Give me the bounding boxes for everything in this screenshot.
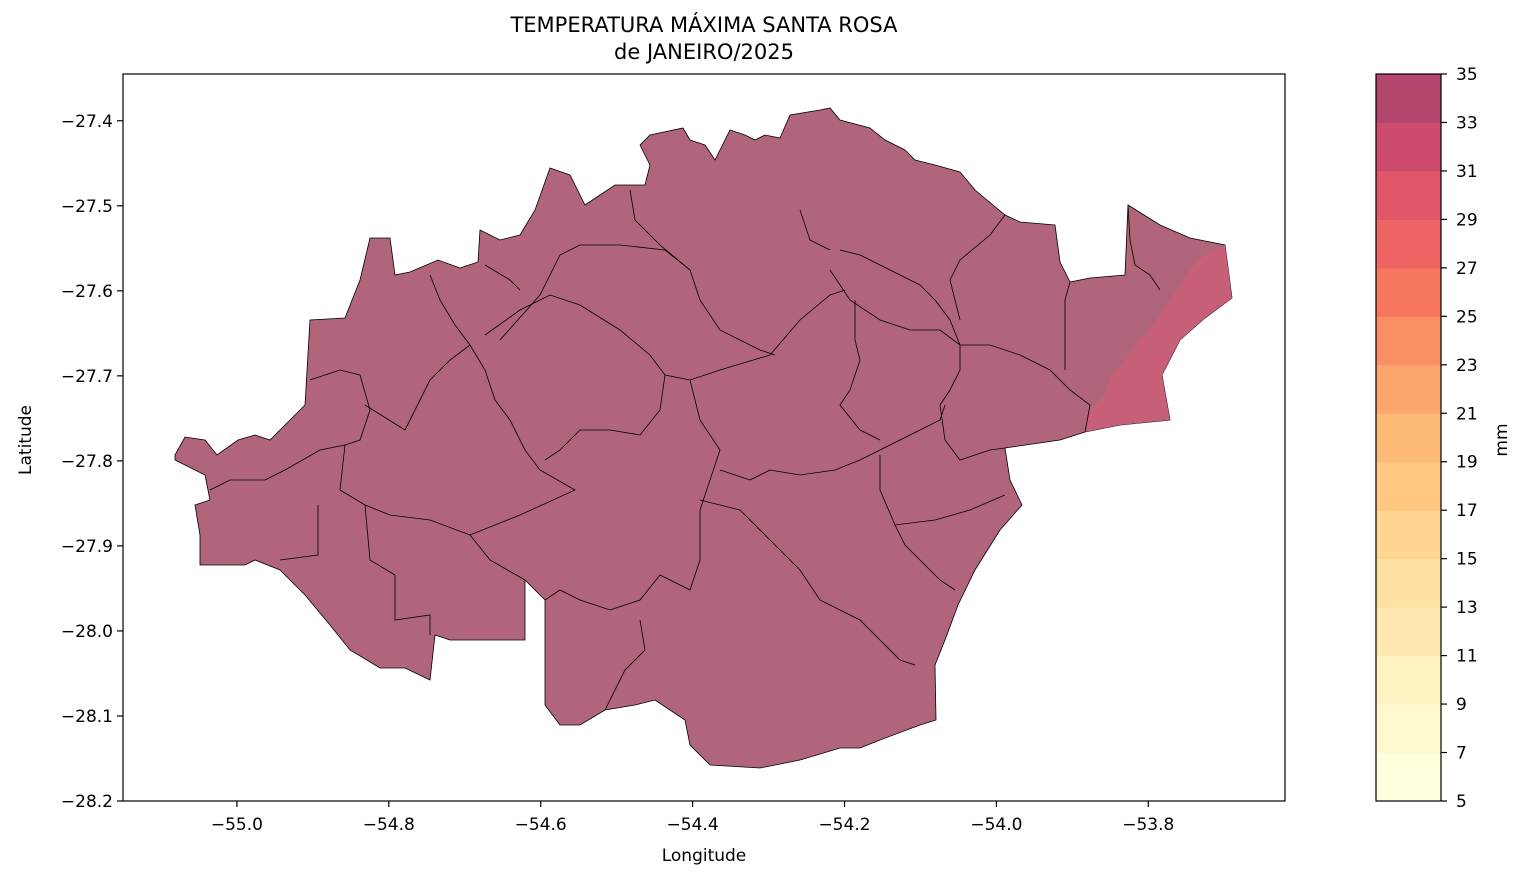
colorbar-tick-label: 23	[1456, 356, 1478, 376]
colorbar-tick-label: 19	[1456, 453, 1478, 473]
colorbar-tick-label: 17	[1456, 501, 1478, 521]
x-tick-label: −54.8	[363, 815, 415, 835]
x-tick-label: −54.6	[515, 815, 567, 835]
colorbar-frame	[1375, 73, 1442, 802]
colorbar-tick-label: 31	[1456, 162, 1478, 182]
colorbar-tick-label: 35	[1456, 65, 1478, 85]
y-tick-label: −27.4	[61, 112, 113, 132]
colorbar-tick-label: 21	[1456, 404, 1478, 424]
colorbar-band	[1376, 267, 1441, 317]
y-tick-label: −27.5	[61, 197, 113, 217]
colorbar-tick-label: 29	[1456, 210, 1478, 230]
colorbar-tick-label: 33	[1456, 113, 1478, 133]
map-title-line1: TEMPERATURA MÁXIMA SANTA ROSA	[510, 13, 898, 37]
colorbar-band	[1376, 704, 1441, 754]
y-tick-label: −28.0	[61, 622, 113, 642]
map-axes: −55.0 −54.8 −54.6 −54.4 −54.2 −54.0 −53.8 −27.4…	[61, 73, 1286, 835]
colorbar-band	[1376, 752, 1441, 802]
colorbar-label: mm	[1492, 423, 1512, 456]
y-tick-label: −27.9	[61, 537, 113, 557]
y-tick-label: −28.1	[61, 707, 113, 727]
colorbar-band	[1376, 655, 1441, 705]
x-axis-label: Longitude	[662, 846, 747, 866]
plot-frame	[122, 73, 1286, 802]
colorbar: 5 7 9 11 13 15 17 19 21 23 25 27 29 31 33 35	[1375, 65, 1478, 812]
colorbar-band	[1376, 461, 1441, 511]
x-tick-label: −53.8	[1122, 815, 1174, 835]
y-tick-label: −28.2	[61, 792, 113, 812]
colorbar-tick-label: 13	[1456, 598, 1478, 618]
map-area	[123, 74, 1285, 801]
colorbar-tick-label: 11	[1456, 647, 1478, 667]
y-tick-label: −27.6	[61, 282, 113, 302]
region-santa-rosa	[174, 107, 1233, 769]
colorbar-tick-label: 25	[1456, 307, 1478, 327]
colorbar-tick-label: 27	[1456, 259, 1478, 279]
colorbar-band	[1376, 170, 1441, 220]
x-tick-label: −54.0	[970, 815, 1022, 835]
colorbar-tick-label: 15	[1456, 550, 1478, 570]
map-title-line2: de JANEIRO/2025	[614, 40, 794, 64]
colorbar-band	[1376, 510, 1441, 560]
colorbar-band	[1376, 219, 1441, 269]
colorbar-band	[1376, 122, 1441, 172]
x-tick-label: −55.0	[211, 815, 263, 835]
colorbar-tick-label: 9	[1456, 695, 1467, 715]
municipal-boundaries	[209, 189, 1161, 711]
colorbar-tick-label: 7	[1456, 744, 1467, 764]
colorbar-band	[1376, 607, 1441, 657]
colorbar-band	[1376, 316, 1441, 366]
colorbar-band	[1376, 364, 1441, 414]
x-tick-label: −54.2	[818, 815, 870, 835]
colorbar-band	[1376, 74, 1441, 123]
y-tick-label: −27.8	[61, 452, 113, 472]
colorbar-band	[1376, 413, 1441, 463]
x-tick-label: −54.4	[667, 815, 719, 835]
region-east-class	[1085, 245, 1232, 432]
colorbar-band	[1376, 558, 1441, 608]
y-axis-label: Latitude	[16, 405, 36, 475]
y-tick-label: −27.7	[61, 367, 113, 387]
colorbar-tick-label: 5	[1456, 792, 1467, 812]
map-title: TEMPERATURA MÁXIMA SANTA ROSA de JANEIRO…	[123, 12, 1285, 66]
